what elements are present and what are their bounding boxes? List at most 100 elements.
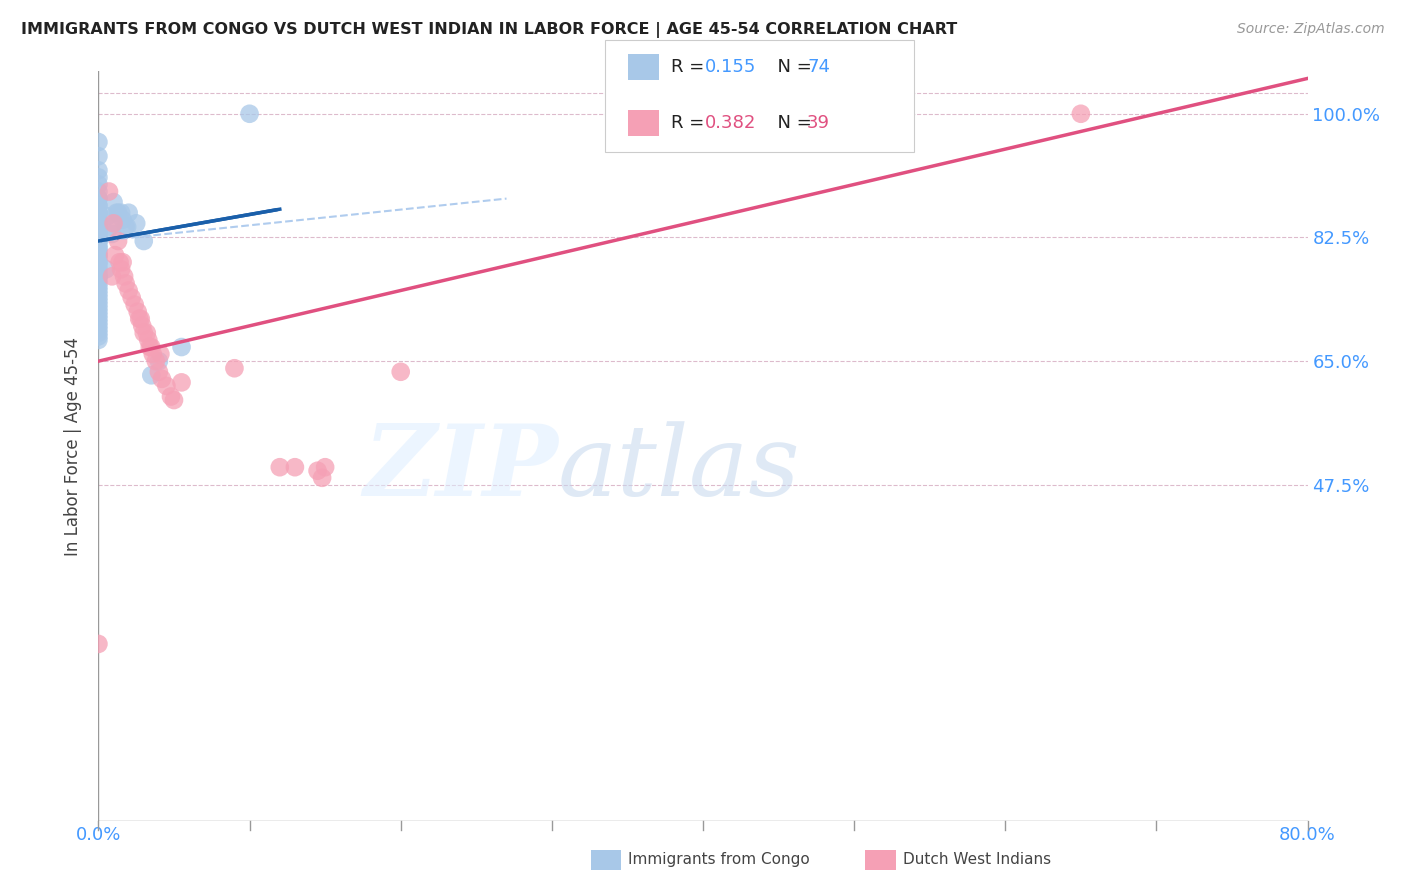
Point: [87, 248, 110, 262]
Point: [100, 219, 122, 234]
Point: [94, 262, 117, 277]
Point: [87, 266, 110, 280]
Point: [129, 311, 152, 326]
Point: [107, 234, 129, 248]
Text: R =: R =: [671, 58, 710, 76]
Point: [103, 195, 125, 210]
Point: [98, 185, 121, 199]
Point: [118, 205, 141, 219]
Point: [121, 291, 143, 305]
Point: [114, 277, 136, 291]
Point: [87, 219, 110, 234]
Point: [87, 212, 110, 227]
Point: [135, 326, 157, 340]
Point: [87, 241, 110, 255]
Point: [311, 471, 333, 485]
Point: [87, 244, 110, 259]
Text: Immigrants from Congo: Immigrants from Congo: [628, 853, 810, 867]
Point: [87, 255, 110, 269]
Point: [96, 209, 118, 223]
Point: [87, 216, 110, 230]
Point: [87, 280, 110, 294]
Point: [87, 287, 110, 301]
Point: [110, 205, 132, 219]
Point: [87, 322, 110, 336]
Point: [87, 205, 110, 219]
Point: [132, 326, 155, 340]
Point: [103, 216, 125, 230]
Point: [115, 219, 138, 234]
Point: [87, 237, 110, 252]
Point: [87, 185, 110, 199]
Point: [108, 255, 131, 269]
Point: [87, 308, 110, 322]
Point: [87, 209, 110, 223]
Point: [87, 170, 110, 185]
Point: [87, 199, 110, 213]
Point: [284, 460, 307, 475]
Point: [142, 347, 165, 361]
Point: [314, 460, 336, 475]
Y-axis label: In Labor Force | Age 45-54: In Labor Force | Age 45-54: [65, 336, 83, 556]
Point: [145, 354, 167, 368]
Point: [87, 135, 110, 149]
Text: 74: 74: [807, 58, 830, 76]
Point: [87, 163, 110, 178]
Point: [107, 205, 129, 219]
Text: N =: N =: [766, 114, 818, 132]
Text: Source: ZipAtlas.com: Source: ZipAtlas.com: [1237, 22, 1385, 37]
Point: [139, 340, 162, 354]
Point: [111, 255, 134, 269]
Text: ZIP: ZIP: [363, 420, 558, 516]
Point: [87, 205, 110, 219]
Point: [170, 340, 193, 354]
Point: [111, 212, 134, 227]
Point: [87, 637, 110, 651]
Point: [104, 248, 127, 262]
Point: [87, 291, 110, 305]
Point: [87, 304, 110, 318]
Point: [87, 178, 110, 192]
Point: [87, 199, 110, 213]
Point: [87, 284, 110, 298]
Point: [87, 333, 110, 347]
Point: [1070, 107, 1092, 121]
Point: [87, 329, 110, 343]
Point: [87, 298, 110, 312]
Point: [131, 318, 153, 333]
Point: [87, 315, 110, 329]
Text: Dutch West Indians: Dutch West Indians: [903, 853, 1050, 867]
Point: [141, 340, 163, 354]
Point: [87, 326, 110, 340]
Text: 0.155: 0.155: [704, 58, 756, 76]
Point: [128, 311, 150, 326]
Point: [87, 241, 110, 255]
Point: [124, 298, 146, 312]
Point: [307, 464, 329, 478]
Point: [112, 269, 135, 284]
Text: 39: 39: [807, 114, 830, 132]
Point: [163, 392, 186, 407]
Point: [87, 234, 110, 248]
Point: [87, 252, 110, 266]
Point: [87, 227, 110, 241]
Point: [105, 205, 128, 219]
Point: [148, 365, 170, 379]
Point: [389, 365, 412, 379]
Point: [155, 379, 177, 393]
Point: [114, 219, 136, 234]
Point: [127, 304, 149, 318]
Point: [148, 354, 170, 368]
Point: [150, 372, 173, 386]
Point: [87, 269, 110, 284]
Point: [141, 368, 163, 383]
Point: [87, 149, 110, 163]
Point: [160, 390, 183, 404]
Text: 0.382: 0.382: [704, 114, 756, 132]
Point: [87, 273, 110, 287]
Point: [118, 284, 141, 298]
Point: [149, 347, 172, 361]
Point: [87, 248, 110, 262]
Point: [136, 333, 159, 347]
Point: [87, 301, 110, 315]
